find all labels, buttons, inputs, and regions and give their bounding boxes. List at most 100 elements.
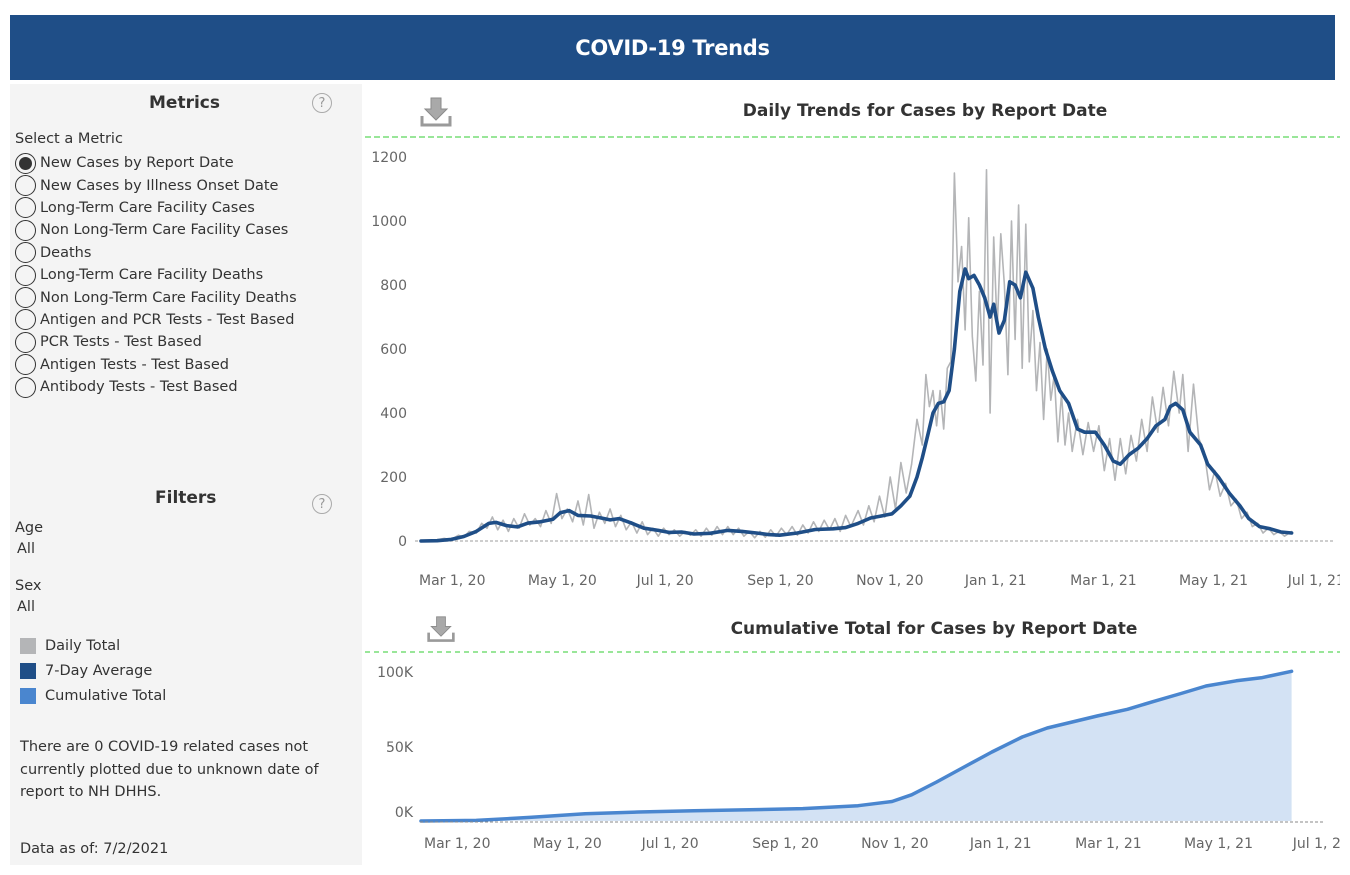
metric-option[interactable]: Deaths [15,242,297,264]
metric-option[interactable]: Non Long-Term Care Facility Deaths [15,286,297,309]
daily-total-point [834,518,836,520]
dashboard-header: COVID-19 Trends [10,15,1335,80]
radio-unselected[interactable] [15,242,36,264]
seven-day-average-point [551,517,555,521]
metric-option[interactable]: Antibody Tests - Test Based [15,376,297,398]
cumulative-total-point [965,764,969,767]
daily-total-point [620,514,622,516]
metric-option[interactable]: PCR Tests - Test Based [15,331,297,353]
metrics-help-icon[interactable]: ? [312,93,332,113]
metric-option[interactable]: Long-Term Care Facility Cases [15,197,297,219]
seven-day-average-point [708,531,712,535]
cumulative-total-point [990,750,994,754]
seven-day-average-point [992,302,996,306]
seven-day-average-point [419,539,423,543]
seven-day-average-point [1118,462,1122,466]
metric-option-label: New Cases by Illness Onset Date [40,177,279,194]
radio-unselected[interactable] [15,354,36,376]
radio-unselected[interactable] [15,309,36,331]
seven-day-average-point [515,525,519,529]
y-tick-label: 600 [380,342,407,358]
seven-day-average-point [494,520,498,524]
x-tick-label: Jan 1, 21 [969,836,1032,852]
daily-total-point [1219,495,1221,497]
daily-total-point [1076,418,1079,420]
daily-total-point [764,536,766,538]
daily-total-point [1167,425,1170,427]
metric-option[interactable]: Long-Term Care Facility Deaths [15,264,297,286]
radio-unselected[interactable] [15,219,36,241]
daily-total-point [668,534,670,536]
daily-total-point [770,529,772,531]
radio-unselected[interactable] [15,175,36,197]
seven-day-average-point [972,273,976,277]
radio-unselected[interactable] [15,264,36,286]
seven-day-average-point [1102,443,1106,447]
daily-total-point [1032,310,1034,312]
daily-total-point [705,527,708,529]
seven-day-average-point [931,411,935,415]
daily-total-point [921,444,923,446]
radio-unselected[interactable] [15,376,36,398]
radio-unselected[interactable] [15,331,36,353]
daily-total-point [1035,390,1038,392]
sex-filter-value[interactable]: All [17,599,35,615]
daily-total-point [1187,450,1189,452]
daily-total-point [957,281,959,283]
daily-total-point [716,526,718,528]
seven-day-average-point [844,526,848,530]
metric-option[interactable]: Antigen Tests - Test Based [15,354,297,376]
x-tick-label: Sep 1, 20 [752,836,818,852]
radio-selected[interactable] [15,152,36,174]
seven-day-average-point [1216,475,1220,479]
filters-help-icon[interactable]: ? [312,494,332,514]
daily-total-point [1130,434,1132,436]
metric-option[interactable]: New Cases by Report Date [15,152,297,174]
cumulative-total-point [637,810,641,814]
daily-total-point [561,518,563,520]
seven-day-average-point [952,347,956,351]
x-tick-label: Jul 1, 21 [1287,573,1340,589]
daily-total-point [673,529,675,531]
seven-day-average-point [942,400,946,404]
filters-title: Filters [155,488,217,508]
daily-total-point [844,514,847,516]
seven-day-average-point [474,529,478,533]
daily-total-point [754,537,756,539]
seven-day-average-point [740,529,744,533]
seven-day-average-point [1268,527,1272,531]
daily-total-point [1283,535,1286,537]
daily-total-point [513,518,515,520]
seven-day-average-point [617,517,621,521]
daily-total-point [1103,470,1105,472]
daily-total-point [1114,479,1116,481]
daily-total-point [577,500,579,502]
radio-unselected[interactable] [15,197,36,219]
download-cumulative-icon[interactable] [426,615,456,645]
metric-option[interactable]: New Cases by Illness Onset Date [15,174,297,197]
seven-day-average-point [908,494,912,498]
seven-day-average-point [449,537,453,541]
metric-option[interactable]: Antigen and PCR Tests - Test Based [15,309,297,331]
daily-total-point [625,529,627,531]
daily-total-point [555,493,558,495]
cumulative-total-point [1045,726,1049,730]
radio-unselected[interactable] [15,287,36,309]
daily-total-point [939,390,941,392]
age-filter-value[interactable]: All [17,541,35,557]
daily-total-point [721,534,724,536]
daily-total-point [588,494,590,496]
cumulative-total-point [1259,676,1263,680]
legend-daily-total: Daily Total [20,638,120,654]
seven-day-average-point [1076,427,1080,431]
daily-chart-title: Daily Trends for Cases by Report Date [742,101,1108,121]
sex-filter-label: Sex [15,578,42,594]
daily-total-point [1135,460,1137,462]
seven-day-average-point [1058,389,1062,393]
download-daily-icon[interactable] [419,96,453,130]
daily-total-point [609,508,611,510]
seven-day-average-point [1145,437,1149,441]
metric-option-label: Non Long-Term Care Facility Cases [40,222,289,239]
metric-option[interactable]: Non Long-Term Care Facility Cases [15,219,297,241]
daily-total-point [1178,412,1180,414]
